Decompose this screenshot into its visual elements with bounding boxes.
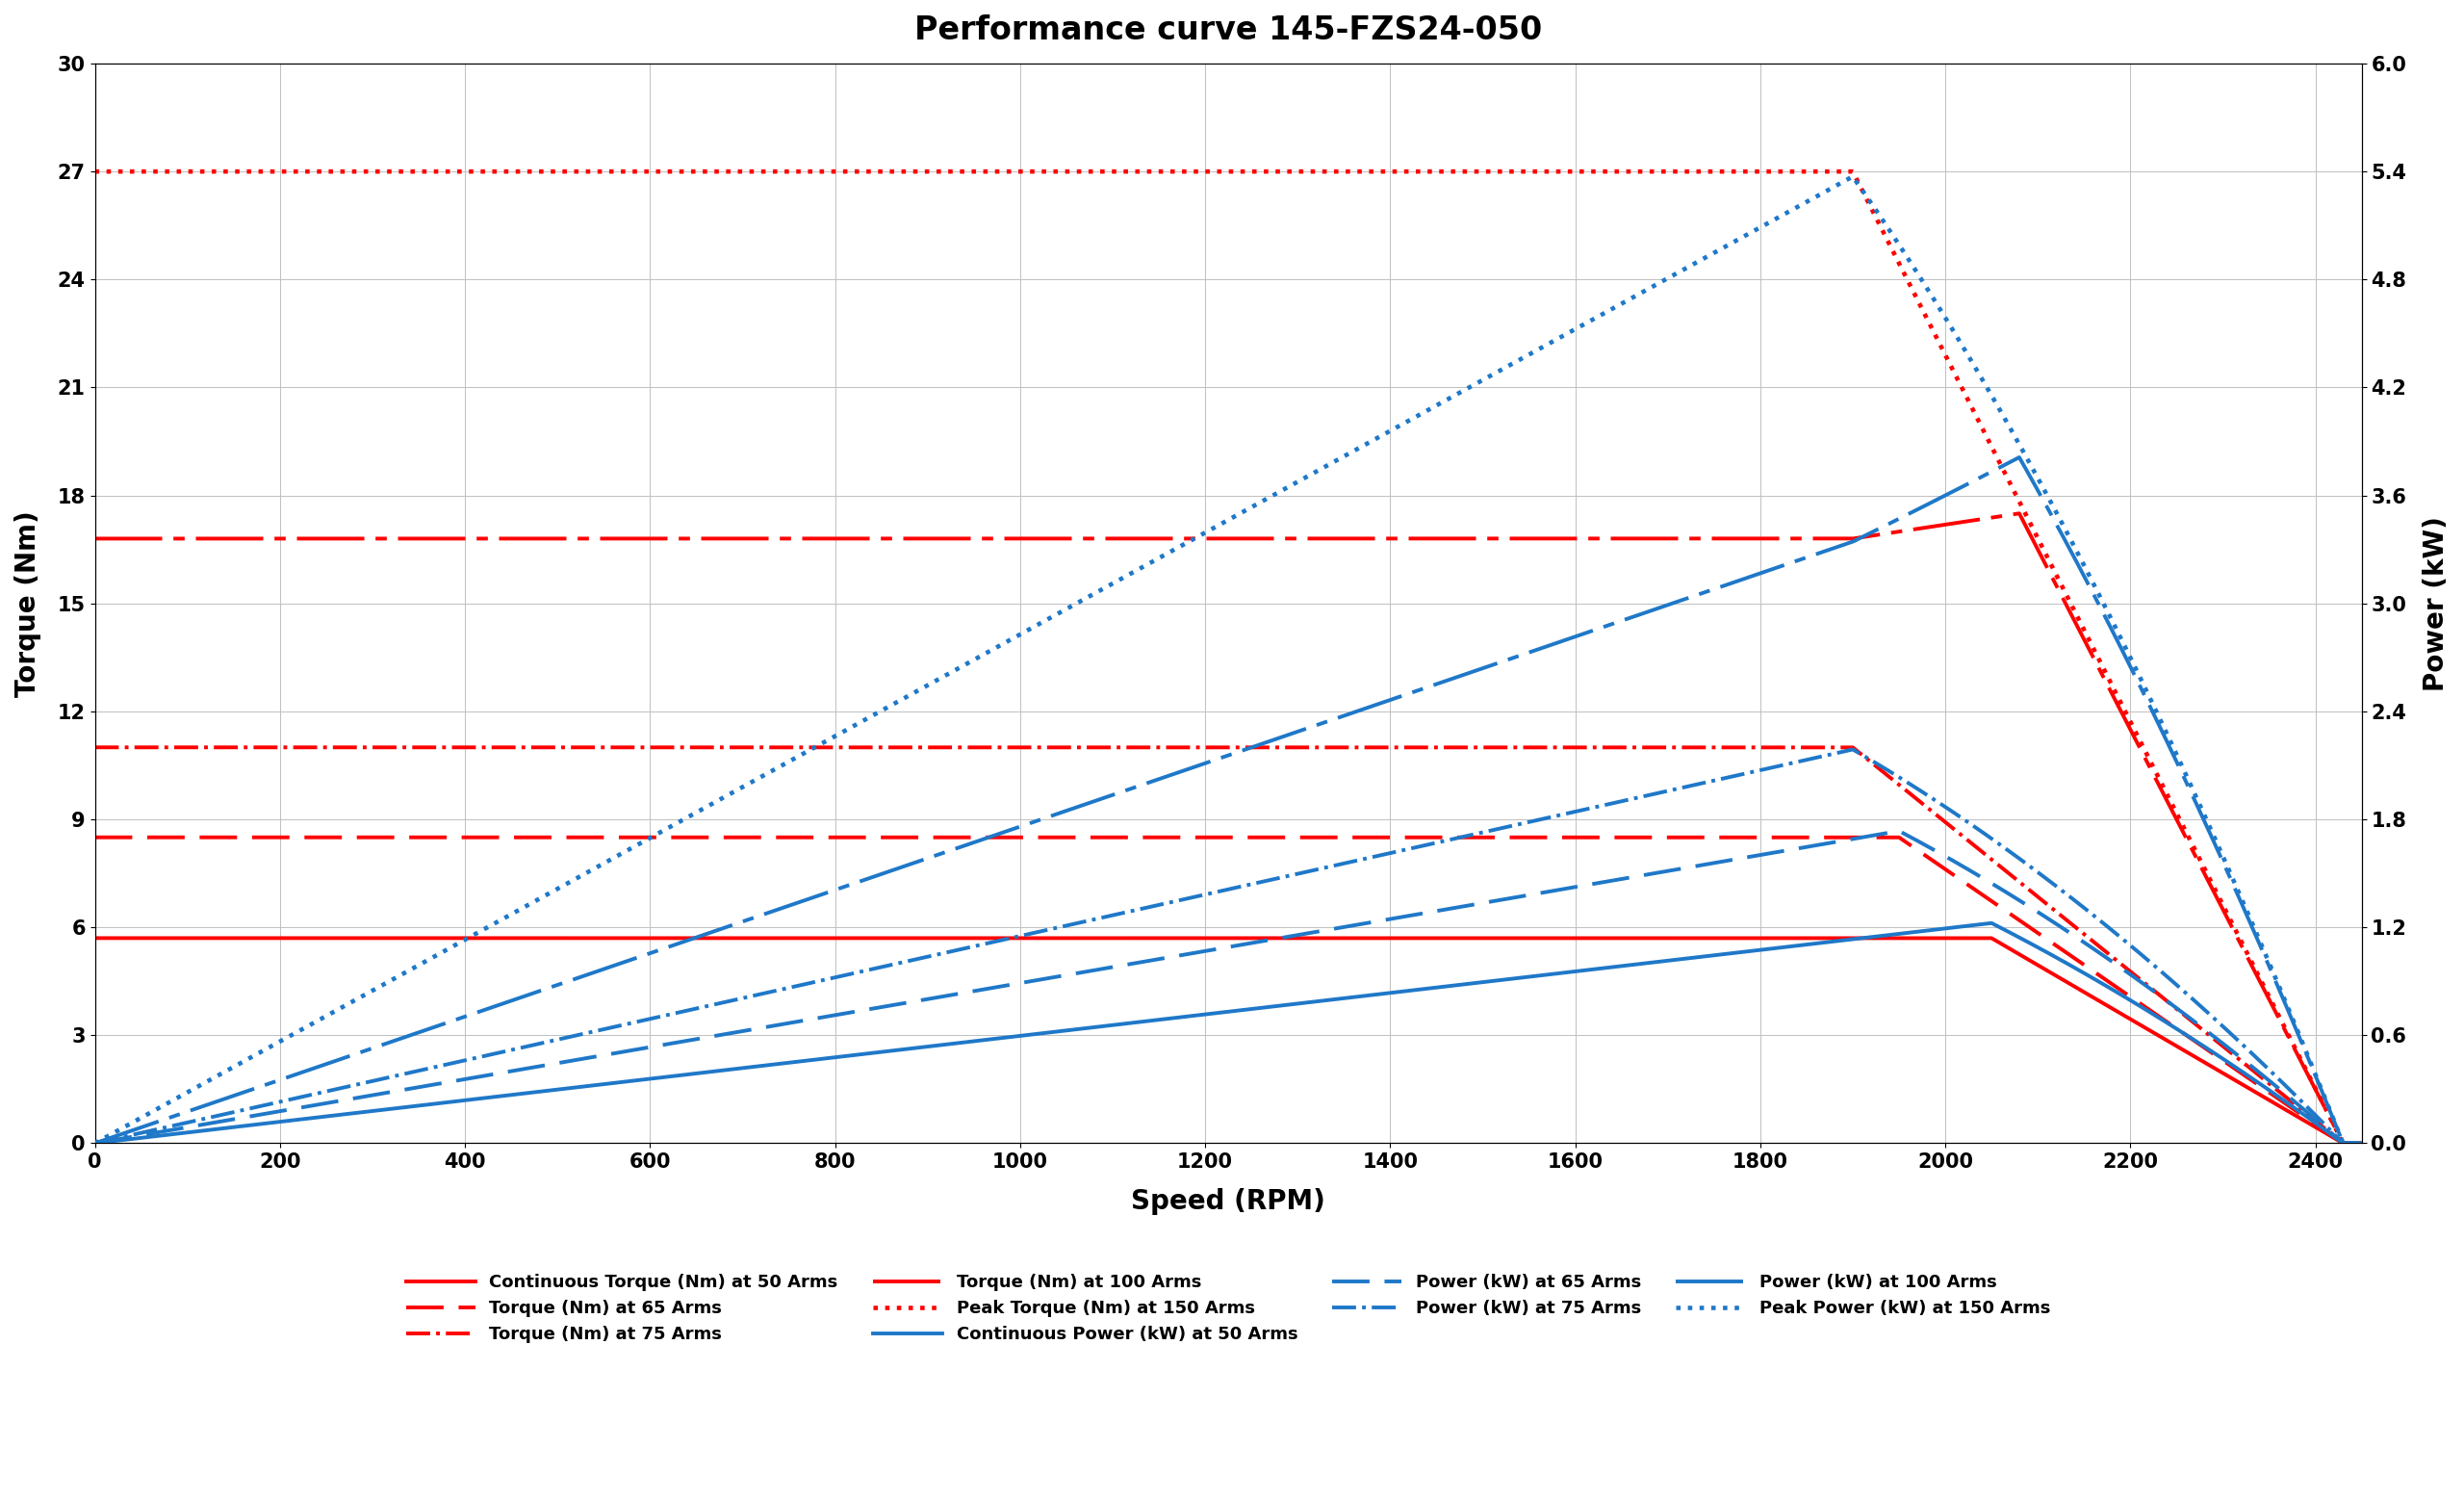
Y-axis label: Torque (Nm): Torque (Nm) <box>15 510 42 696</box>
Y-axis label: Power (kW): Power (kW) <box>2422 516 2449 692</box>
Legend: Continuous Torque (Nm) at 50 Arms, Torque (Nm) at 65 Arms, Torque (Nm) at 75 Arm: Continuous Torque (Nm) at 50 Arms, Torqu… <box>399 1268 2057 1350</box>
Title: Performance curve 145-FZS24-050: Performance curve 145-FZS24-050 <box>914 15 1542 46</box>
X-axis label: Speed (RPM): Speed (RPM) <box>1131 1188 1326 1215</box>
